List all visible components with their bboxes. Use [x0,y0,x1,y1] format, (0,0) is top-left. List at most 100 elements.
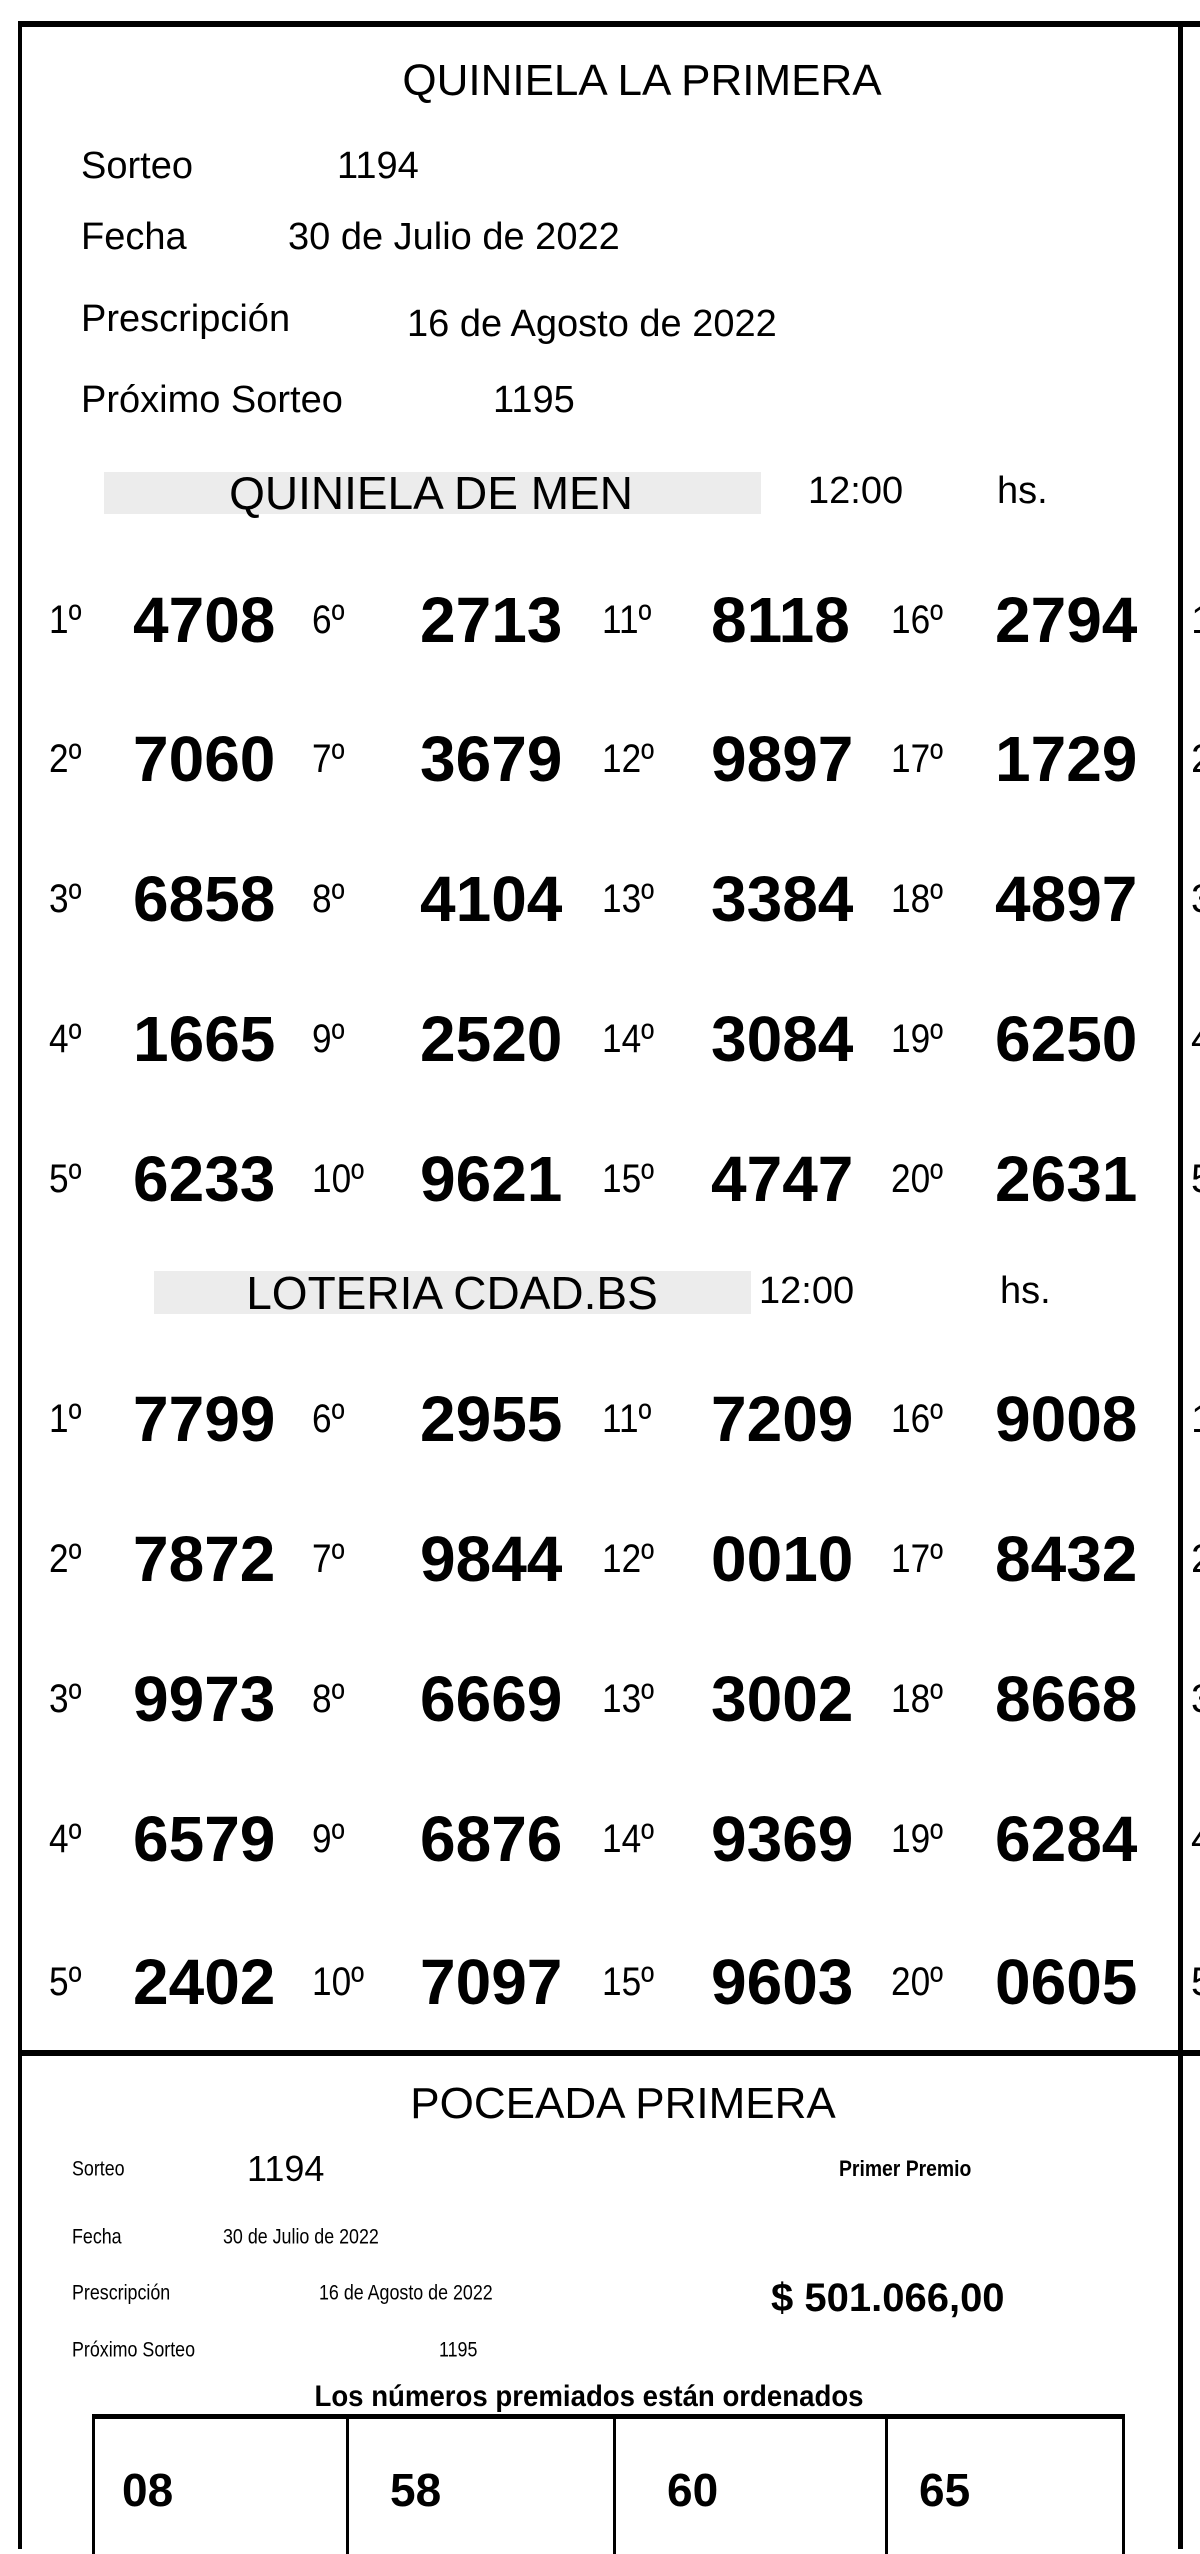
poceada-number-box [885,2414,1125,2554]
result-position: 12º [602,1537,655,1581]
result-number: 7060 [133,723,276,795]
section-header-background [104,472,761,514]
result-position: 7º [312,1537,345,1581]
result-position: 4º [49,1017,82,1061]
result-position: 14º [602,1017,655,1061]
result-position: 2º [49,737,82,781]
result-position: 19º [891,1017,944,1061]
result-number: 1665 [133,1003,276,1075]
result-position: 11º [602,1397,652,1441]
result-position: 3º [49,877,82,921]
poceada-proximo-value: 1195 [439,2338,478,2362]
result-number: 6233 [133,1143,276,1215]
result-position: 7º [312,737,345,781]
result-number: 6669 [420,1663,563,1735]
poceada-number-box [346,2414,616,2554]
result-position: 20º [891,1960,944,2004]
result-position: 14º [602,1817,655,1861]
result-number: 9008 [995,1383,1138,1455]
clipped-position-fragment: 3 [1191,1679,1200,1719]
result-position: 6º [312,598,345,642]
result-number: 4104 [420,863,563,935]
result-position: 13º [602,877,655,921]
clipped-position-fragment: 2 [1191,1539,1200,1579]
result-number: 6876 [420,1803,563,1875]
result-number: 9844 [420,1523,563,1595]
result-number: 7097 [420,1946,563,2018]
section-header-background [154,1271,751,1314]
ordered-note: Los números premiados están ordenados [314,2380,864,2413]
result-number: 9621 [420,1143,563,1215]
clipped-position-fragment: 1 [1191,1399,1200,1439]
result-number: 2402 [133,1946,276,2018]
result-number: 9603 [711,1946,854,2018]
result-number: 2631 [995,1143,1138,1215]
result-number: 2520 [420,1003,563,1075]
result-position: 8º [312,1677,345,1721]
result-number: 3679 [420,723,563,795]
poceada-sorteo-label: Sorteo [72,2157,125,2181]
result-position: 8º [312,877,345,921]
result-number: 8668 [995,1663,1138,1735]
result-position: 11º [602,598,652,642]
result-position: 4º [49,1817,82,1861]
section-title: LOTERIA CDAD.BS [246,1267,658,1319]
clipped-position-fragment: 3 [1191,879,1200,919]
poceada-fecha-value: 30 de Julio de 2022 [223,2225,379,2249]
result-number: 1729 [995,723,1138,795]
proximo-sorteo-value: 1195 [493,379,575,421]
poceada-number: 58 [390,2464,442,2516]
section-title: QUINIELA DE MEN [229,467,633,519]
result-number: 4897 [995,863,1138,935]
poceada-fecha-label: Fecha [72,2225,122,2249]
result-number: 7872 [133,1523,276,1595]
quiniela-title: QUINIELA LA PRIMERA [402,56,882,105]
result-position: 20º [891,1157,944,1201]
clipped-position-fragment: 2 [1191,739,1200,779]
result-position: 16º [891,1397,944,1441]
result-position: 12º [602,737,655,781]
result-number: 4708 [133,584,276,656]
result-position: 10º [312,1960,365,2004]
poceada-prescripcion-label: Prescripción [72,2281,171,2305]
section-time-unit: hs. [997,470,1048,512]
poceada-title: POCEADA PRIMERA [410,2079,836,2128]
result-number: 0605 [995,1946,1138,2018]
sheet-border-top [18,21,1200,27]
result-number: 6250 [995,1003,1138,1075]
result-number: 8432 [995,1523,1138,1595]
result-number: 8118 [711,584,850,656]
clipped-position-fragment: 4 [1191,1819,1200,1859]
result-number: 3084 [711,1003,854,1075]
fecha-value: 30 de Julio de 2022 [288,216,620,258]
section-divider [18,2050,1200,2056]
result-position: 19º [891,1817,944,1861]
result-position: 17º [891,1537,944,1581]
sorteo-value: 1194 [337,145,419,187]
poceada-number-box [613,2414,888,2554]
result-position: 3º [49,1677,82,1721]
result-number: 7799 [133,1383,276,1455]
clipped-position-fragment: 4 [1191,1019,1200,1059]
result-number: 2955 [420,1383,563,1455]
result-position: 1º [49,1397,82,1441]
result-position: 9º [312,1017,345,1061]
primer-premio-label: Primer Premio [839,2156,972,2181]
proximo-sorteo-label: Próximo Sorteo [81,379,343,421]
clipped-position-fragment: 5 [1191,1962,1200,2002]
clipped-position-fragment: 1 [1191,600,1200,640]
result-number: 9897 [711,723,854,795]
section-time: 12:00 [759,1270,855,1312]
poceada-prescripcion-value: 16 de Agosto de 2022 [319,2281,493,2305]
result-number: 3002 [711,1663,854,1735]
sheet-border-left [18,21,22,2549]
result-position: 10º [312,1157,365,1201]
poceada-number: 60 [667,2464,719,2516]
result-number: 0010 [711,1523,854,1595]
poceada-sorteo-value: 1194 [247,2148,325,2189]
result-number: 9369 [711,1803,854,1875]
poceada-number: 65 [919,2464,971,2516]
result-number: 6858 [133,863,276,935]
section-time: 12:00 [808,470,904,512]
result-number: 2713 [420,584,563,656]
